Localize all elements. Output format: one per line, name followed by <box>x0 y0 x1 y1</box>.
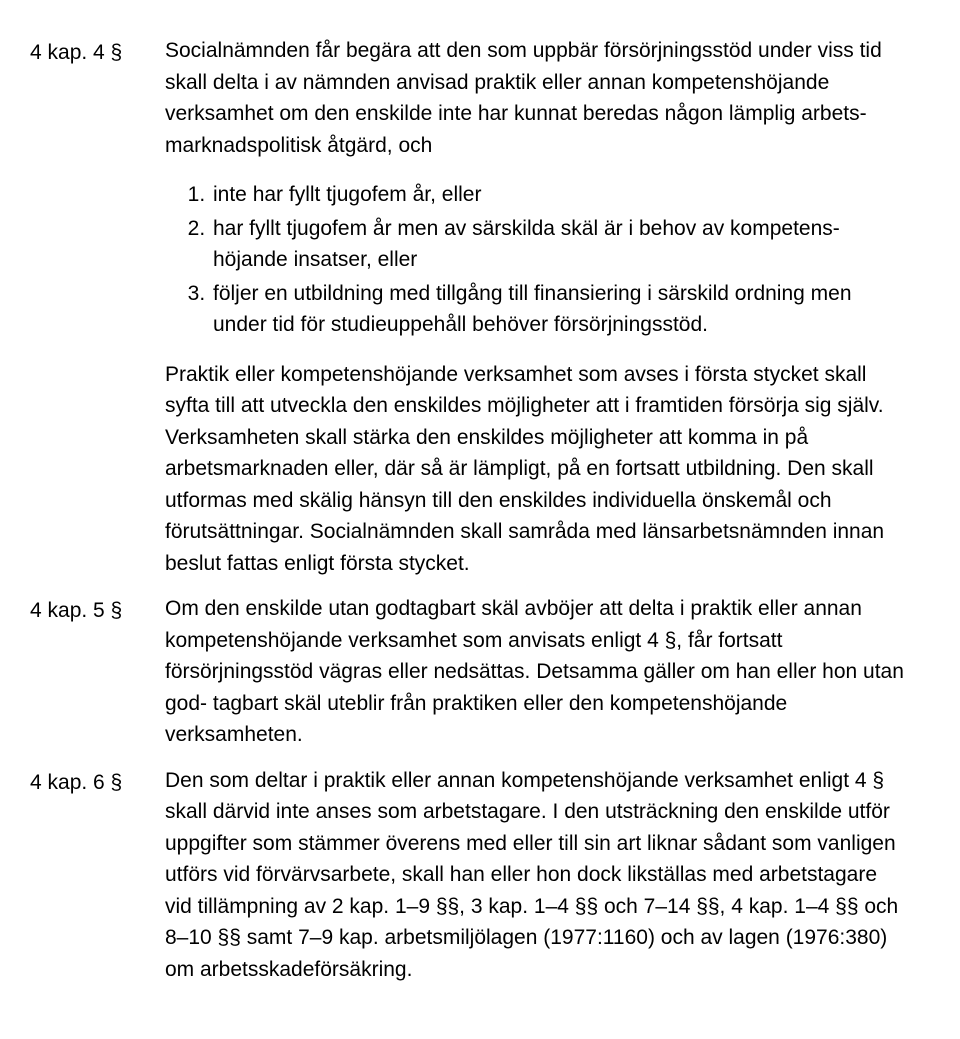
paragraph: Om den enskilde utan godtagbart skäl avb… <box>165 593 905 751</box>
section-4-4: 4 kap. 4 § Socialnämnden får begära att … <box>30 35 905 589</box>
paragraph: Socialnämnden får begära att den som upp… <box>165 35 905 161</box>
section-label: 4 kap. 4 § <box>30 35 165 69</box>
list-item: inte har fyllt tjugofem år, eller <box>211 179 905 211</box>
section-label: 4 kap. 5 § <box>30 593 165 627</box>
list-item: har fyllt tjugofem år men av särskilda s… <box>211 213 905 276</box>
section-label: 4 kap. 6 § <box>30 765 165 799</box>
paragraph: Den som deltar i praktik eller annan kom… <box>165 765 905 986</box>
section-4-5: 4 kap. 5 § Om den enskilde utan godtagba… <box>30 593 905 761</box>
section-body: Om den enskilde utan godtagbart skäl avb… <box>165 593 905 761</box>
numbered-list: inte har fyllt tjugofem år, eller har fy… <box>165 179 905 341</box>
section-body: Den som deltar i praktik eller annan kom… <box>165 765 905 996</box>
paragraph: Praktik eller kompetenshöjande verksamhe… <box>165 359 905 580</box>
page: 4 kap. 4 § Socialnämnden får begära att … <box>0 0 960 1039</box>
section-4-6: 4 kap. 6 § Den som deltar i praktik elle… <box>30 765 905 996</box>
section-body: Socialnämnden får begära att den som upp… <box>165 35 905 589</box>
list-item: följer en utbildning med tillgång till f… <box>211 278 905 341</box>
